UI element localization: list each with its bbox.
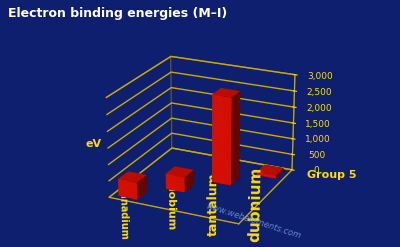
Text: www.webelements.com: www.webelements.com [204, 201, 302, 240]
Text: Electron binding energies (M–I): Electron binding energies (M–I) [8, 7, 227, 21]
